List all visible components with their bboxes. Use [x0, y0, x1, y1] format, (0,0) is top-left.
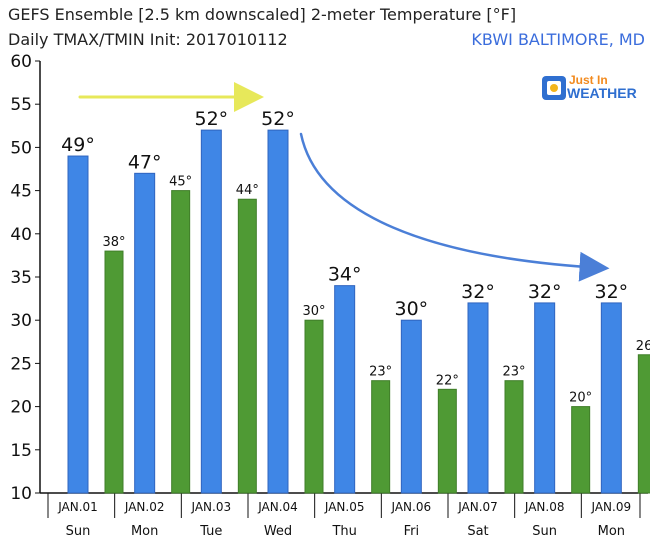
y-tick-label: 20: [10, 398, 32, 418]
tmin-value-label: 38°: [102, 235, 125, 250]
x-tick-label: JAN.06: [391, 500, 432, 514]
cooling-trend-arrow: [299, 132, 610, 282]
tmax-value-label: 47°: [128, 151, 162, 173]
tmin-bar: [437, 388, 457, 494]
tmax-value-label: 32°: [528, 281, 562, 303]
tmax-bar: [534, 302, 556, 494]
tmin-bar: [104, 250, 124, 494]
tmax-value-label: 30°: [394, 298, 428, 320]
tmin-bar: [571, 406, 591, 494]
tmin-bar: [304, 319, 324, 494]
location-label: KBWI BALTIMORE, MD: [471, 30, 645, 49]
x-tick-label: JAN.05: [324, 500, 365, 514]
tmin-bar: [237, 198, 257, 494]
y-tick-label: 40: [10, 225, 32, 245]
x-day-label: Tue: [199, 524, 222, 539]
y-tick-label: 45: [10, 182, 32, 202]
x-tick-label: JAN.02: [124, 500, 165, 514]
tmin-bar: [171, 190, 191, 494]
y-tick-label: 25: [10, 354, 32, 374]
x-day-label: Fri: [404, 524, 420, 539]
tmax-bar: [334, 285, 356, 494]
tmin-value-label: 22°: [436, 373, 459, 388]
tmax-value-label: 32°: [461, 281, 495, 303]
x-day-label: Thu: [331, 524, 356, 539]
tmin-value-label: 26°: [636, 339, 650, 354]
tmin-value-label: 23°: [502, 365, 525, 380]
y-tick-label: 30: [10, 311, 32, 331]
tmax-bar: [600, 302, 622, 494]
y-tick-label: 15: [10, 441, 32, 461]
x-day-label: Sun: [532, 524, 557, 539]
logo-text-top: Just In: [569, 73, 608, 87]
tmax-value-label: 49°: [61, 134, 95, 156]
tmax-bar: [67, 155, 89, 494]
x-tick-label: JAN.08: [524, 500, 565, 514]
y-tick-label: 50: [10, 138, 32, 158]
tmax-value-label: 34°: [328, 264, 362, 286]
x-tick-label: JAN.01: [57, 500, 98, 514]
logo-text-bottom: WEATHER: [567, 85, 637, 101]
x-tick-label: JAN.07: [457, 500, 498, 514]
y-tick-label: 60: [10, 52, 32, 72]
x-tick-label: JAN.09: [591, 500, 632, 514]
tmax-bar: [467, 302, 489, 494]
bar-series: 49° 38° 47° 45° 52° 44° 52° 30° 34° 23° 30° 22° 32° 2…: [61, 108, 650, 494]
tmax-value-label: 52°: [194, 108, 228, 130]
tmin-value-label: 23°: [369, 365, 392, 380]
tmin-bar: [504, 380, 524, 494]
tmin-value-label: 30°: [302, 304, 325, 319]
x-tick-label: JAN.04: [257, 500, 298, 514]
x-tick-label: JAN.03: [191, 500, 232, 514]
tmax-value-label: 52°: [261, 108, 295, 130]
logo-sun-icon: [550, 84, 558, 92]
trend-arrows: [78, 82, 610, 282]
y-tick-label: 10: [10, 484, 32, 504]
x-day-label: Sat: [467, 524, 488, 539]
tmax-bar: [400, 319, 422, 494]
y-tick-label: 35: [10, 268, 32, 288]
chart-subtitle: Daily TMAX/TMIN Init: 2017010112: [8, 30, 288, 49]
y-tick-label: 55: [10, 95, 32, 115]
tmax-bar: [134, 172, 156, 494]
chart-title: GEFS Ensemble [2.5 km downscaled] 2-mete…: [8, 5, 516, 24]
x-day-label: Mon: [598, 524, 625, 539]
x-axis: JAN.01 Sun JAN.02 Mon JAN.03 Tue JAN.04 Wed JAN.…: [47, 493, 641, 539]
x-day-label: Wed: [264, 524, 292, 539]
tmax-value-label: 32°: [594, 281, 628, 303]
tmin-bar: [637, 354, 650, 494]
tmax-bar: [267, 129, 289, 494]
tmin-bar: [371, 380, 391, 494]
tmin-value-label: 20°: [569, 391, 592, 406]
y-axis: 10 15 20 25 30 35 40 45 50 55 60: [10, 52, 40, 504]
x-day-label: Sun: [66, 524, 91, 539]
x-day-label: Mon: [131, 524, 158, 539]
just-in-weather-logo: Just In WEATHER: [542, 73, 637, 101]
tmin-value-label: 44°: [236, 183, 259, 198]
tmin-value-label: 45°: [169, 175, 192, 190]
tmax-bar: [200, 129, 222, 494]
